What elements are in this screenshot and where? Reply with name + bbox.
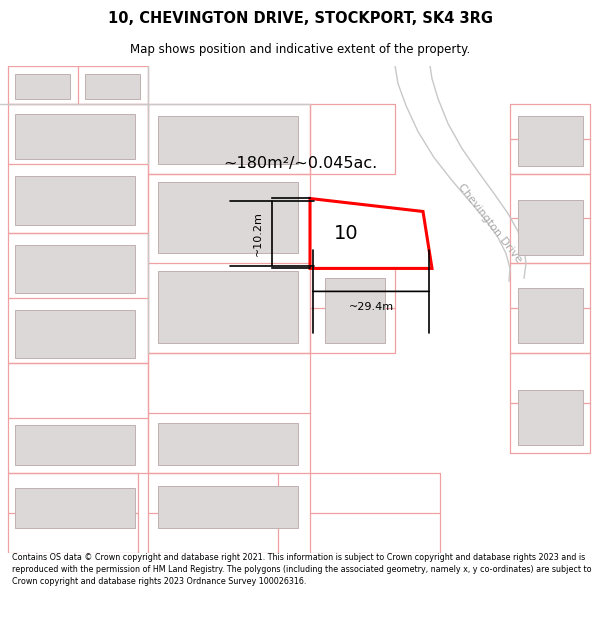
Bar	[158, 271, 298, 343]
Bar	[518, 390, 583, 445]
Text: 10: 10	[334, 224, 359, 243]
Bar	[158, 486, 298, 528]
Bar	[15, 74, 70, 99]
Bar	[15, 425, 135, 465]
Bar	[518, 116, 583, 166]
Text: Contains OS data © Crown copyright and database right 2021. This information is : Contains OS data © Crown copyright and d…	[12, 553, 592, 586]
Bar	[15, 246, 135, 293]
Text: Map shows position and indicative extent of the property.: Map shows position and indicative extent…	[130, 42, 470, 56]
Bar	[158, 423, 298, 465]
Text: ~29.4m: ~29.4m	[349, 302, 394, 312]
Bar	[15, 488, 135, 528]
Bar	[15, 176, 135, 226]
Bar	[15, 114, 135, 159]
Bar	[518, 201, 583, 256]
Text: 10, CHEVINGTON DRIVE, STOCKPORT, SK4 3RG: 10, CHEVINGTON DRIVE, STOCKPORT, SK4 3RG	[107, 11, 493, 26]
Bar	[158, 116, 298, 164]
Text: ~10.2m: ~10.2m	[253, 211, 263, 256]
Bar	[325, 278, 385, 343]
Bar	[15, 311, 135, 358]
Bar	[158, 181, 298, 253]
Bar	[85, 74, 140, 99]
Text: ~180m²/~0.045ac.: ~180m²/~0.045ac.	[223, 156, 377, 171]
Text: Chevington Drive: Chevington Drive	[456, 182, 524, 265]
Bar	[518, 288, 583, 343]
